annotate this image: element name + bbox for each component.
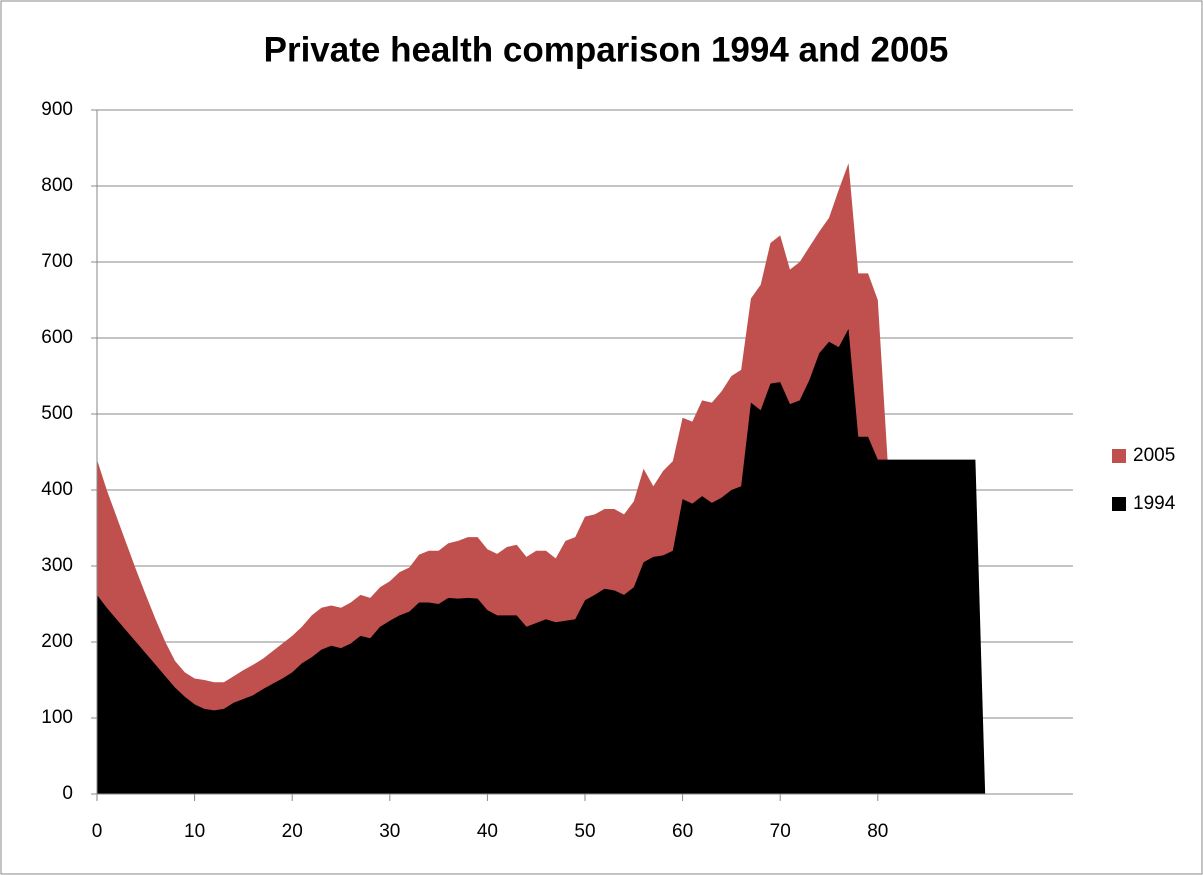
legend-label: 1994	[1133, 493, 1176, 514]
x-tick-label: 50	[574, 821, 595, 842]
x-tick-label: 20	[282, 821, 303, 842]
x-tick-label: 10	[184, 821, 205, 842]
x-tick-label: 70	[770, 821, 791, 842]
legend-swatch	[1112, 497, 1126, 511]
x-tick-label: 80	[867, 821, 888, 842]
legend-label: 2005	[1133, 445, 1175, 466]
y-tick-label: 700	[41, 251, 73, 272]
y-tick-label: 300	[41, 555, 73, 576]
y-tick-label: 500	[41, 403, 73, 424]
legend-swatch	[1112, 449, 1126, 463]
x-tick-label: 0	[92, 821, 103, 842]
area	[97, 328, 986, 794]
y-tick-label: 400	[41, 479, 73, 500]
y-tick-label: 600	[41, 327, 73, 348]
y-tick-label: 100	[41, 707, 73, 728]
y-tick-label: 0	[62, 783, 73, 804]
chart-title: Private health comparison 1994 and 2005	[264, 30, 949, 69]
x-tick-label: 60	[672, 821, 693, 842]
x-tick-label: 30	[379, 821, 400, 842]
y-tick-label: 800	[41, 175, 73, 196]
y-tick-label: 900	[41, 99, 73, 120]
x-tick-label: 40	[477, 821, 498, 842]
y-tick-label: 200	[41, 631, 73, 652]
